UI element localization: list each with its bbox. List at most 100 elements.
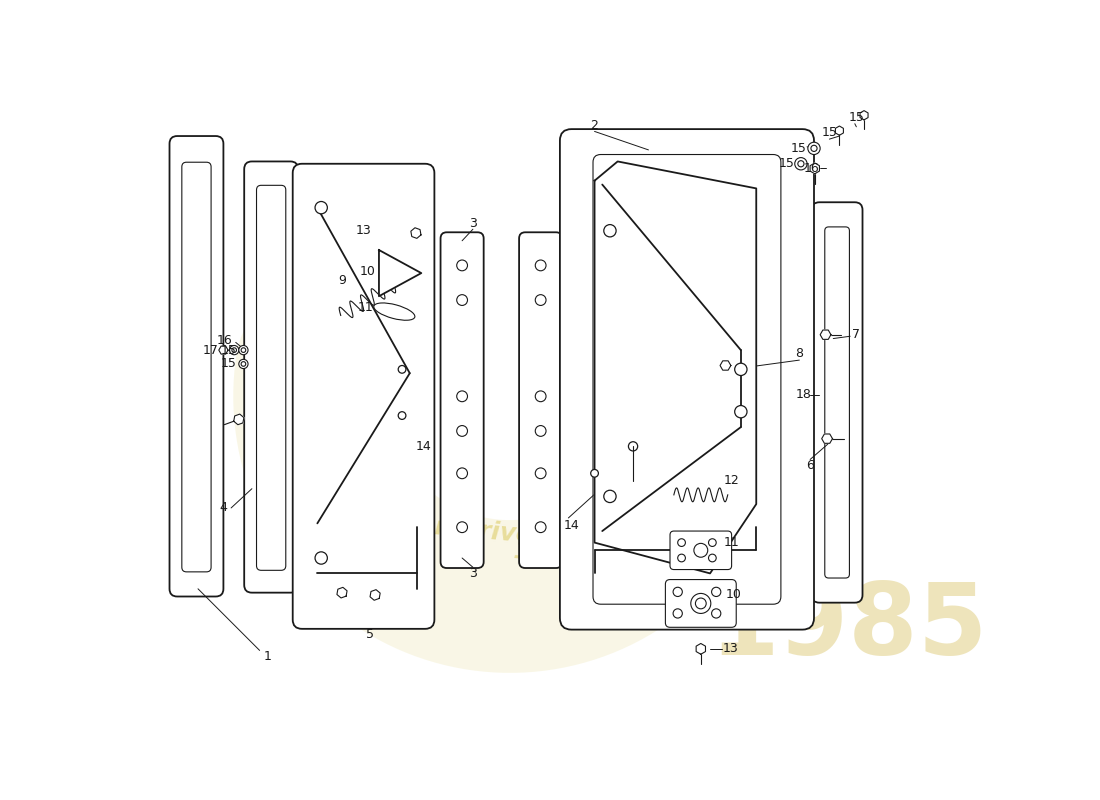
Text: 11: 11 xyxy=(724,536,739,549)
Text: 13: 13 xyxy=(723,642,738,655)
Text: 15: 15 xyxy=(779,158,795,170)
Polygon shape xyxy=(821,330,830,339)
Text: a passion drives: a passion drives xyxy=(318,506,548,549)
Text: 9: 9 xyxy=(338,274,345,287)
FancyBboxPatch shape xyxy=(182,162,211,572)
Text: 16: 16 xyxy=(217,334,233,347)
Polygon shape xyxy=(337,587,348,598)
Text: 14: 14 xyxy=(416,440,431,453)
Text: 3: 3 xyxy=(469,217,476,230)
FancyBboxPatch shape xyxy=(560,129,814,630)
Circle shape xyxy=(398,412,406,419)
Text: 15: 15 xyxy=(221,358,236,370)
FancyBboxPatch shape xyxy=(812,202,862,602)
Text: 6: 6 xyxy=(806,459,814,472)
Circle shape xyxy=(691,594,711,614)
Circle shape xyxy=(536,426,546,436)
Text: 5: 5 xyxy=(365,629,374,642)
Circle shape xyxy=(678,538,685,546)
Circle shape xyxy=(735,406,747,418)
Circle shape xyxy=(456,294,468,306)
Circle shape xyxy=(456,391,468,402)
Polygon shape xyxy=(410,228,421,238)
Polygon shape xyxy=(233,414,244,425)
Polygon shape xyxy=(835,126,844,135)
Text: 2: 2 xyxy=(591,118,598,132)
Circle shape xyxy=(456,468,468,478)
FancyBboxPatch shape xyxy=(169,136,223,597)
Circle shape xyxy=(673,609,682,618)
FancyBboxPatch shape xyxy=(256,186,286,570)
Circle shape xyxy=(536,522,546,533)
Text: 12: 12 xyxy=(724,474,739,487)
Text: 11: 11 xyxy=(358,302,373,314)
Circle shape xyxy=(794,158,807,170)
FancyBboxPatch shape xyxy=(670,531,732,570)
Text: 3: 3 xyxy=(469,567,476,580)
Text: 17: 17 xyxy=(204,344,219,357)
FancyBboxPatch shape xyxy=(519,232,562,568)
Circle shape xyxy=(536,294,546,306)
Circle shape xyxy=(591,470,598,477)
Polygon shape xyxy=(594,162,757,574)
Circle shape xyxy=(807,142,821,154)
Text: 10: 10 xyxy=(360,265,375,278)
Circle shape xyxy=(398,366,406,373)
Text: 10: 10 xyxy=(725,589,741,602)
Polygon shape xyxy=(370,590,381,600)
Polygon shape xyxy=(822,434,833,443)
Text: 15: 15 xyxy=(221,344,236,357)
Ellipse shape xyxy=(374,303,415,320)
Circle shape xyxy=(315,202,328,214)
Circle shape xyxy=(694,543,707,558)
Polygon shape xyxy=(720,361,730,370)
Circle shape xyxy=(239,359,249,369)
Circle shape xyxy=(712,609,720,618)
Circle shape xyxy=(536,391,546,402)
Circle shape xyxy=(735,363,747,375)
Circle shape xyxy=(456,426,468,436)
Circle shape xyxy=(604,490,616,502)
Circle shape xyxy=(708,538,716,546)
Text: 1985: 1985 xyxy=(710,579,988,676)
Circle shape xyxy=(678,554,685,562)
Circle shape xyxy=(232,348,236,353)
Circle shape xyxy=(536,468,546,478)
Circle shape xyxy=(695,598,706,609)
Circle shape xyxy=(628,442,638,451)
Circle shape xyxy=(536,260,546,270)
Circle shape xyxy=(811,146,817,151)
Circle shape xyxy=(456,260,468,270)
Text: 16: 16 xyxy=(804,162,820,175)
Polygon shape xyxy=(810,163,820,174)
Circle shape xyxy=(241,348,245,353)
Text: 15: 15 xyxy=(791,142,806,155)
Circle shape xyxy=(712,587,720,597)
Polygon shape xyxy=(696,643,705,654)
Circle shape xyxy=(230,346,239,354)
Text: 13: 13 xyxy=(355,224,372,238)
Text: 15: 15 xyxy=(848,111,865,124)
FancyBboxPatch shape xyxy=(666,579,736,627)
Polygon shape xyxy=(860,110,868,120)
Text: 8: 8 xyxy=(795,347,803,361)
Circle shape xyxy=(798,161,804,167)
FancyBboxPatch shape xyxy=(593,154,781,604)
Text: 7: 7 xyxy=(852,328,860,341)
Circle shape xyxy=(604,225,616,237)
Text: 15: 15 xyxy=(822,126,837,139)
FancyBboxPatch shape xyxy=(244,162,298,593)
Circle shape xyxy=(239,346,249,354)
Circle shape xyxy=(315,552,328,564)
Text: 1: 1 xyxy=(263,650,272,663)
Text: 4: 4 xyxy=(220,502,228,514)
Polygon shape xyxy=(378,250,421,296)
Circle shape xyxy=(708,554,716,562)
FancyBboxPatch shape xyxy=(440,232,484,568)
Polygon shape xyxy=(219,346,228,354)
Circle shape xyxy=(673,587,682,597)
FancyBboxPatch shape xyxy=(293,164,434,629)
Circle shape xyxy=(241,362,245,366)
Text: 14: 14 xyxy=(563,519,580,532)
Text: 18: 18 xyxy=(796,388,812,402)
